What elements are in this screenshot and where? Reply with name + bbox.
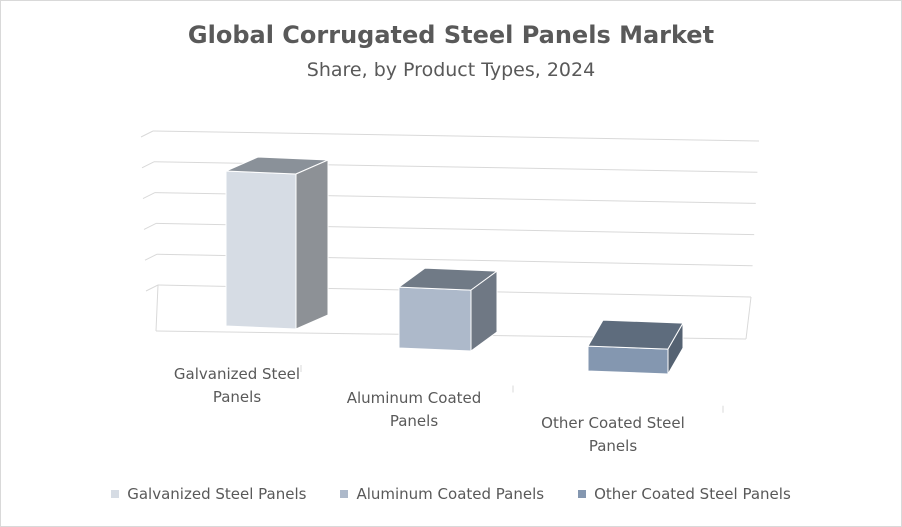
bar-side: [470, 270, 498, 352]
legend-label: Other Coated Steel Panels: [594, 485, 791, 503]
floor-side: [155, 284, 159, 332]
gridline-tick: [140, 130, 154, 138]
gridline-tick: [143, 222, 157, 230]
bar-chart-3d: Galvanized Steel Panels Aluminum Coated Pan…: [140, 130, 760, 455]
chart-subtitle: Share, by Product Types, 2024: [306, 59, 596, 81]
category-label-line: Other Coated Steel: [541, 414, 685, 432]
gridline-tick: [144, 253, 158, 261]
category-label-line: Panels: [589, 437, 637, 455]
category-label-line: Galvanized Steel: [174, 365, 300, 383]
chart-legend: Galvanized Steel Panels Aluminum Coated P…: [1, 485, 901, 503]
bar-side: [295, 159, 329, 330]
bar-front: [398, 286, 472, 352]
category-label: Galvanized Steel Panels: [174, 365, 300, 406]
category-label-line: Panels: [213, 388, 261, 406]
floor-side-right: [745, 296, 752, 340]
bar-top: [587, 319, 684, 350]
category-label-line: Aluminum Coated: [347, 389, 482, 407]
chart-title: Global Corrugated Steel Panels Market: [187, 21, 715, 49]
legend-label: Galvanized Steel Panels: [127, 485, 307, 503]
legend-swatch: [340, 490, 349, 498]
category-label: Other Coated Steel Panels: [541, 414, 685, 455]
category-label: Aluminum Coated Panels: [347, 389, 482, 430]
legend-label: Aluminum Coated Panels: [356, 485, 545, 503]
bar-front: [225, 170, 297, 330]
legend-swatch: [578, 490, 587, 498]
gridline: [152, 130, 760, 142]
gridline-tick: [141, 161, 155, 169]
legend-item: Aluminum Coated Panels: [340, 485, 544, 503]
bar-front: [587, 345, 669, 375]
gridline-tick: [145, 284, 159, 292]
bar-side: [667, 321, 684, 376]
gridline-tick: [142, 192, 156, 200]
legend-item: Galvanized Steel Panels: [111, 485, 306, 503]
legend-swatch: [111, 490, 120, 498]
legend-item: Other Coated Steel Panels: [578, 485, 791, 503]
category-label-line: Panels: [390, 412, 438, 430]
